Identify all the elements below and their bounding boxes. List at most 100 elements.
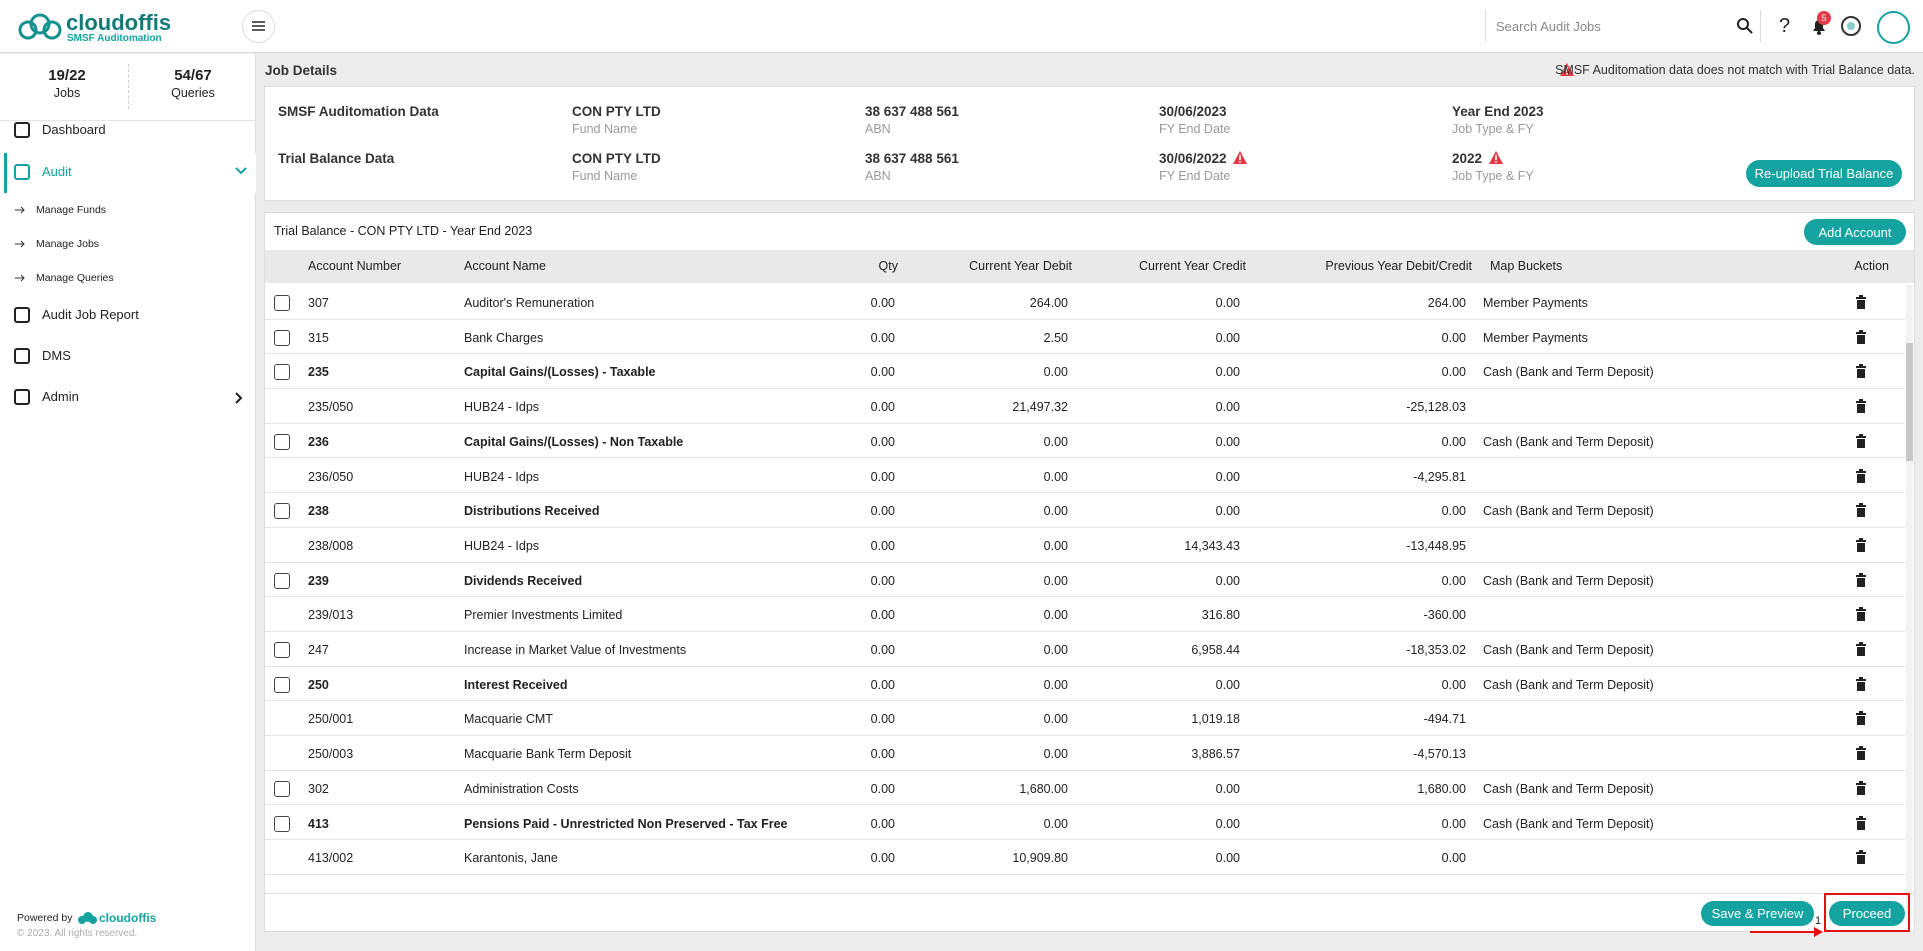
reupload-button[interactable]: Re-upload Trial Balance xyxy=(1746,160,1902,187)
checkbox[interactable] xyxy=(274,364,290,381)
table-cell: 0.00 xyxy=(870,712,895,727)
table-cell: 0.00 xyxy=(870,781,895,796)
table-row xyxy=(265,493,1905,528)
warning-icon xyxy=(1560,63,1574,76)
table-row xyxy=(265,701,1905,737)
search-input[interactable]: Search Audit Jobs xyxy=(1496,19,1601,34)
delete-icon[interactable] xyxy=(1855,399,1867,414)
checkbox[interactable] xyxy=(274,780,290,797)
save-preview-button[interactable]: Save & Preview xyxy=(1701,901,1814,926)
logo-sub: SMSF Auditomation xyxy=(67,33,162,44)
checkbox[interactable] xyxy=(274,329,290,346)
annotation-label: 1 xyxy=(1815,915,1822,927)
menu-toggle[interactable] xyxy=(242,10,275,43)
search-icon[interactable] xyxy=(1736,17,1754,35)
delete-icon[interactable] xyxy=(1855,850,1867,865)
menu-item[interactable]: Dashboard xyxy=(42,122,106,137)
checkbox[interactable] xyxy=(274,815,290,832)
table-cell: 0.00 xyxy=(870,816,895,831)
table-row xyxy=(265,354,1905,390)
table-cell: 6,958.44 xyxy=(1191,643,1240,657)
checkbox[interactable] xyxy=(274,433,290,450)
table-cell: 0.00 xyxy=(1043,608,1068,623)
delete-icon[interactable] xyxy=(1855,711,1867,726)
checkbox[interactable] xyxy=(274,503,290,520)
table-row xyxy=(265,667,1905,702)
table-cell: 0.00 xyxy=(870,677,895,692)
table-cell: 0.00 xyxy=(1441,677,1466,692)
help-icon[interactable]: ? xyxy=(1779,15,1791,37)
menu-item[interactable]: Admin xyxy=(42,389,79,404)
table-cell: HUB24 - Idps xyxy=(464,400,540,415)
table-cell: 0.00 xyxy=(1043,643,1068,657)
table-cell: 3,886.57 xyxy=(1191,747,1240,762)
delete-icon[interactable] xyxy=(1855,815,1867,830)
table-cell: 250 xyxy=(308,677,329,692)
menu-subitem[interactable]: Manage Queries xyxy=(36,272,114,284)
menu-subitem[interactable]: Manage Funds xyxy=(36,204,107,216)
delete-icon[interactable] xyxy=(1855,676,1867,691)
column-header: Qty xyxy=(878,259,898,273)
table-cell: -494.71 xyxy=(1423,712,1466,727)
stat-value: 54/67 xyxy=(174,67,212,84)
job-details-panel xyxy=(264,86,1915,201)
avatar[interactable] xyxy=(1877,11,1910,44)
delete-icon[interactable] xyxy=(1855,468,1867,483)
delete-icon[interactable] xyxy=(1855,642,1867,656)
menu-subitem[interactable]: Manage Jobs xyxy=(36,238,100,250)
row-label: SMSF Auditomation Data xyxy=(278,104,439,119)
table-cell: 0.00 xyxy=(870,330,895,345)
divider xyxy=(265,893,1914,894)
delete-icon[interactable] xyxy=(1855,607,1867,622)
delete-icon[interactable] xyxy=(1855,780,1867,795)
delete-icon[interactable] xyxy=(1855,364,1867,379)
menu-icon xyxy=(14,389,30,405)
add-account-button[interactable]: Add Account xyxy=(1804,219,1906,245)
delete-icon[interactable] xyxy=(1855,295,1867,309)
delete-icon[interactable] xyxy=(1855,503,1867,518)
stat-label: Jobs xyxy=(53,86,81,100)
table-cell: 0.00 xyxy=(1043,712,1068,727)
delete-icon[interactable] xyxy=(1855,537,1867,552)
top-bar xyxy=(0,0,1923,53)
field-value: 30/06/2022 xyxy=(1159,151,1227,166)
delete-icon[interactable] xyxy=(1855,572,1867,587)
section-title: Job Details xyxy=(265,63,338,78)
divider xyxy=(1485,10,1486,42)
table-cell: 2.50 xyxy=(1043,330,1068,345)
delete-icon[interactable] xyxy=(1855,746,1867,761)
proceed-button[interactable]: Proceed xyxy=(1829,901,1905,926)
chevron-down xyxy=(235,167,247,175)
logo-icon xyxy=(18,13,62,40)
table-cell: 235/050 xyxy=(308,400,354,415)
table-cell: 0.00 xyxy=(870,365,895,380)
menu-item[interactable]: Audit Job Report xyxy=(42,307,139,322)
table-cell: Interest Received xyxy=(464,677,568,692)
table-cell: 0.00 xyxy=(1043,538,1068,553)
table-cell: 238 xyxy=(308,504,329,519)
table-cell: -4,295.81 xyxy=(1413,469,1466,484)
delete-icon[interactable] xyxy=(1855,433,1867,448)
logo-text: cloudoffis xyxy=(66,10,172,35)
table-cell: 236 xyxy=(308,434,329,449)
menu-item[interactable]: Audit xyxy=(42,164,72,179)
checkbox[interactable] xyxy=(274,572,290,589)
table-cell: 0.00 xyxy=(1215,816,1240,831)
field-caption: Fund Name xyxy=(572,169,638,183)
table-cell: 14,343.43 xyxy=(1184,538,1240,553)
sync-icon[interactable] xyxy=(1838,13,1864,39)
table-cell: Macquarie Bank Term Deposit xyxy=(464,747,632,762)
table-cell: Administration Costs xyxy=(464,781,579,796)
table-row xyxy=(265,771,1905,806)
brand-icon xyxy=(78,912,97,924)
table-cell: 1,680.00 xyxy=(1019,781,1068,796)
table-cell: 0.00 xyxy=(1043,504,1068,519)
checkbox[interactable] xyxy=(274,295,290,311)
sidebar xyxy=(0,54,256,951)
table-title: Trial Balance - CON PTY LTD - Year End 2… xyxy=(274,224,533,238)
delete-icon[interactable] xyxy=(1855,329,1867,344)
table-cell: 0.00 xyxy=(1215,296,1240,310)
checkbox[interactable] xyxy=(274,642,290,658)
menu-item[interactable]: DMS xyxy=(42,348,71,363)
checkbox[interactable] xyxy=(274,676,290,693)
